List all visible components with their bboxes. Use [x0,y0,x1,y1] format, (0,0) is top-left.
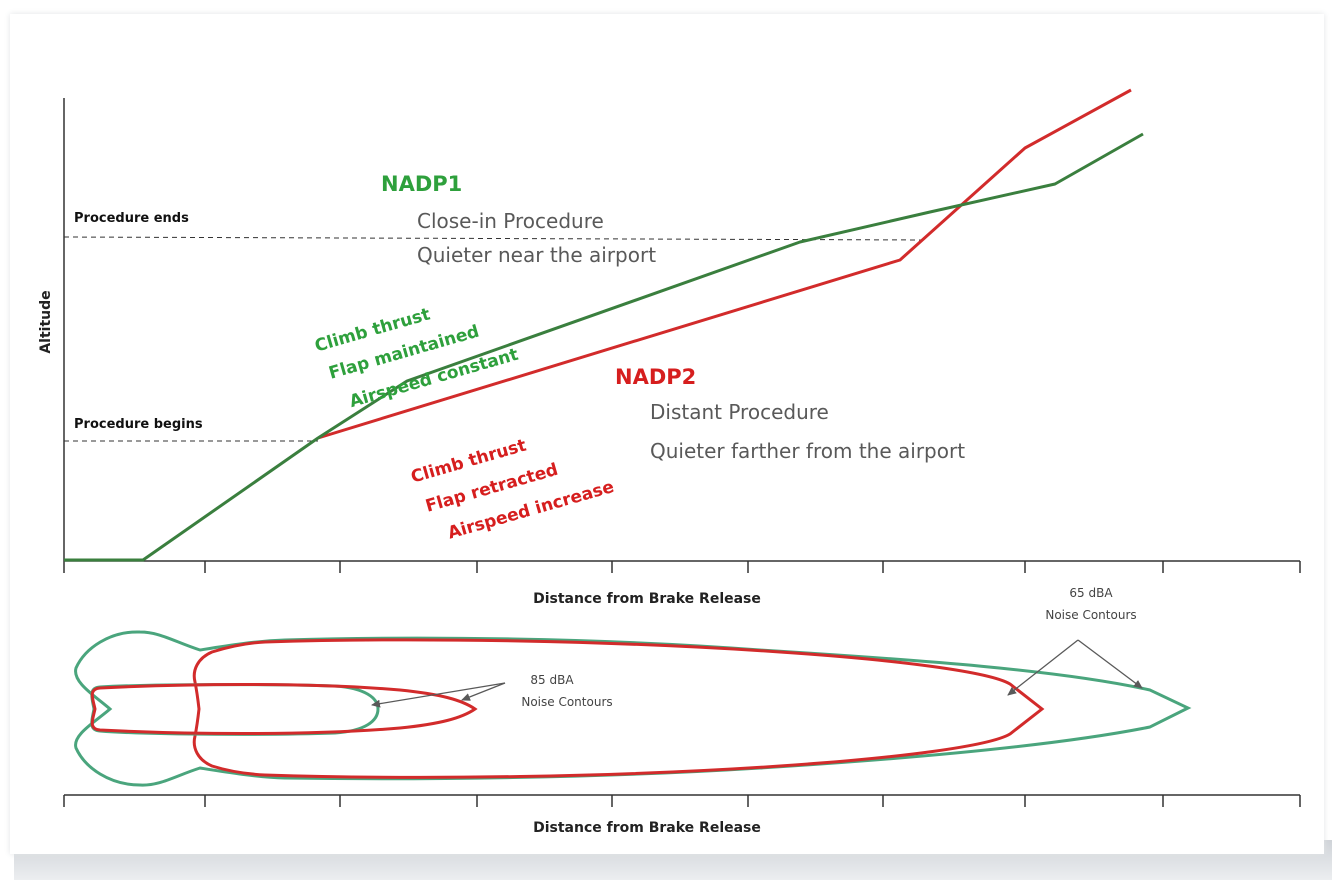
nadp1-65dba-contour [74,630,1192,787]
nadp2-85dba-contour [90,682,478,736]
procedure-begins-label: Procedure begins [74,417,203,432]
nadp2-65dba-contour [192,638,1045,779]
altitude-profile: Altitude Distance from Brake Release Pro… [38,88,1301,607]
nadp1-85dba-contour [90,683,380,736]
noise-contours: Distance from Brake Release 85 dBA Noise… [63,586,1301,836]
contour-x-axis-label: Distance from Brake Release [533,820,761,836]
label-85dba-level: 85 dBA [530,673,574,687]
label-65dba-level: 65 dBA [1069,586,1113,600]
contour-x-axis-ticks [63,795,1301,807]
procedure-ends-label: Procedure ends [74,211,189,226]
procedure-ends-line [63,236,926,241]
nadp1-profile-line [64,132,1144,562]
nadp2-description-2: Quieter farther from the airport [650,439,965,463]
nadp1-title: NADP1 [381,172,462,196]
label-85dba-caption: Noise Contours [521,695,612,709]
nadp1-description-2: Quieter near the airport [417,243,656,267]
arrow-85dba-right [461,682,506,701]
arrow-65dba-left [1007,639,1079,696]
nadp1-description-1: Close-in Procedure [417,209,604,233]
arrow-65dba-right [1077,639,1143,689]
nadp2-description-1: Distant Procedure [650,400,829,424]
y-axis-label: Altitude [38,290,54,353]
x-axis-label: Distance from Brake Release [533,591,761,607]
nadp2-title: NADP2 [615,365,696,389]
x-axis-ticks [63,561,1301,573]
arrow-85dba-left [371,682,506,708]
nadp2-settings: Climb thrust Flap retracted Airspeed inc… [409,436,617,544]
label-65dba-caption: Noise Contours [1045,608,1136,622]
